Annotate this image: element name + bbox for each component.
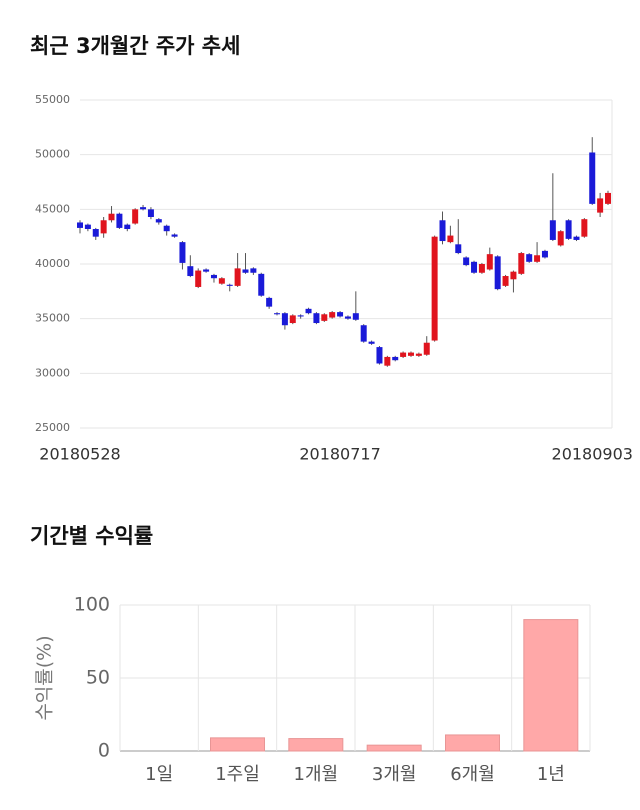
bar <box>288 738 344 752</box>
candle-body <box>455 244 462 254</box>
candle-body <box>203 269 210 272</box>
y-axis-label: 수익률(%) <box>34 635 56 720</box>
y-tick-label: 30000 <box>35 366 70 379</box>
y-tick-label: 0 <box>98 740 110 762</box>
candle-body <box>597 198 604 213</box>
x-tick-label: 20180717 <box>299 445 380 464</box>
candle-body <box>242 269 249 273</box>
candle-body <box>305 308 312 314</box>
y-tick-label: 50 <box>86 667 110 689</box>
candle-body <box>289 315 296 324</box>
candle-body <box>329 312 336 318</box>
candle-body <box>171 234 178 237</box>
y-tick-label: 100 <box>74 594 110 616</box>
candle-body <box>132 209 139 224</box>
candle-body <box>486 254 493 270</box>
candle-body <box>400 352 407 357</box>
x-tick-label: 3개월 <box>372 764 417 785</box>
candle-body <box>431 236 438 341</box>
candle-body <box>321 314 328 321</box>
candle-body <box>384 356 391 366</box>
candle-body <box>281 313 288 326</box>
candle-body <box>163 225 170 232</box>
candle-body <box>589 152 596 204</box>
candle-body <box>266 297 273 307</box>
candle-body <box>494 256 501 290</box>
candle-body <box>313 313 320 324</box>
candle-body <box>565 220 572 239</box>
chart-title: 최근 3개월간 주가 추세 <box>30 34 240 58</box>
x-tick-label: 1개월 <box>294 764 339 785</box>
candle-body <box>510 271 517 280</box>
candle-body <box>92 229 99 237</box>
y-tick-label: 45000 <box>35 202 70 215</box>
y-tick-label: 40000 <box>35 257 70 270</box>
candle-body <box>187 266 194 277</box>
candle-body <box>344 316 351 319</box>
candle-body <box>541 250 548 258</box>
candle-body <box>478 264 485 273</box>
x-tick-label: 6개월 <box>450 764 495 785</box>
candle-body <box>210 274 217 279</box>
candle-body <box>518 253 525 274</box>
x-tick-label: 1년 <box>537 764 565 785</box>
candle-body <box>352 313 359 320</box>
candle-body <box>573 236 580 240</box>
candle-body <box>337 312 344 317</box>
candle-body <box>77 222 83 228</box>
candle-body <box>140 207 147 210</box>
candle-body <box>581 219 588 237</box>
x-tick-label: 20180903 <box>552 445 633 464</box>
candle-body <box>407 352 414 356</box>
y-tick-label: 50000 <box>35 148 70 161</box>
candle-body <box>84 224 91 230</box>
candle-body <box>116 213 123 228</box>
candle-body <box>368 341 375 344</box>
candle-body <box>439 220 446 242</box>
x-tick-label: 1일 <box>145 764 173 785</box>
y-tick-label: 35000 <box>35 312 70 325</box>
candle-body <box>447 235 454 243</box>
candle-body <box>100 220 107 234</box>
candle-body <box>471 261 478 273</box>
x-tick-label: 1주일 <box>215 764 260 785</box>
bar <box>366 744 422 752</box>
candle-body <box>274 313 281 315</box>
candle-body <box>502 276 509 286</box>
x-tick-label: 20180528 <box>39 445 120 464</box>
candle-body <box>392 356 399 361</box>
y-tick-label: 55000 <box>35 93 70 106</box>
candle-body <box>108 213 115 221</box>
candle-body <box>534 255 541 262</box>
candle-body <box>195 270 202 287</box>
chart-title: 기간별 수익률 <box>30 524 153 548</box>
candle-body <box>526 254 533 262</box>
candle-body <box>549 220 556 240</box>
candle-body <box>124 224 131 230</box>
candle-body <box>463 257 470 266</box>
candle-body <box>234 268 241 286</box>
candle-body <box>415 353 422 356</box>
bar <box>523 619 579 752</box>
bar <box>445 734 500 752</box>
candle-body <box>250 268 257 273</box>
candle-body <box>376 347 383 364</box>
candle-body <box>147 209 154 217</box>
bar <box>210 737 265 752</box>
candle-body <box>258 273 265 296</box>
candle-body <box>218 278 225 284</box>
candle-body <box>423 342 430 355</box>
candle-body <box>179 242 186 263</box>
candle-body <box>155 219 162 223</box>
y-tick-label: 25000 <box>35 421 70 434</box>
candle-body <box>557 231 564 246</box>
candle-body <box>360 325 367 342</box>
candle-body <box>297 315 304 317</box>
candle-body <box>605 192 611 204</box>
candle-body <box>226 284 233 286</box>
